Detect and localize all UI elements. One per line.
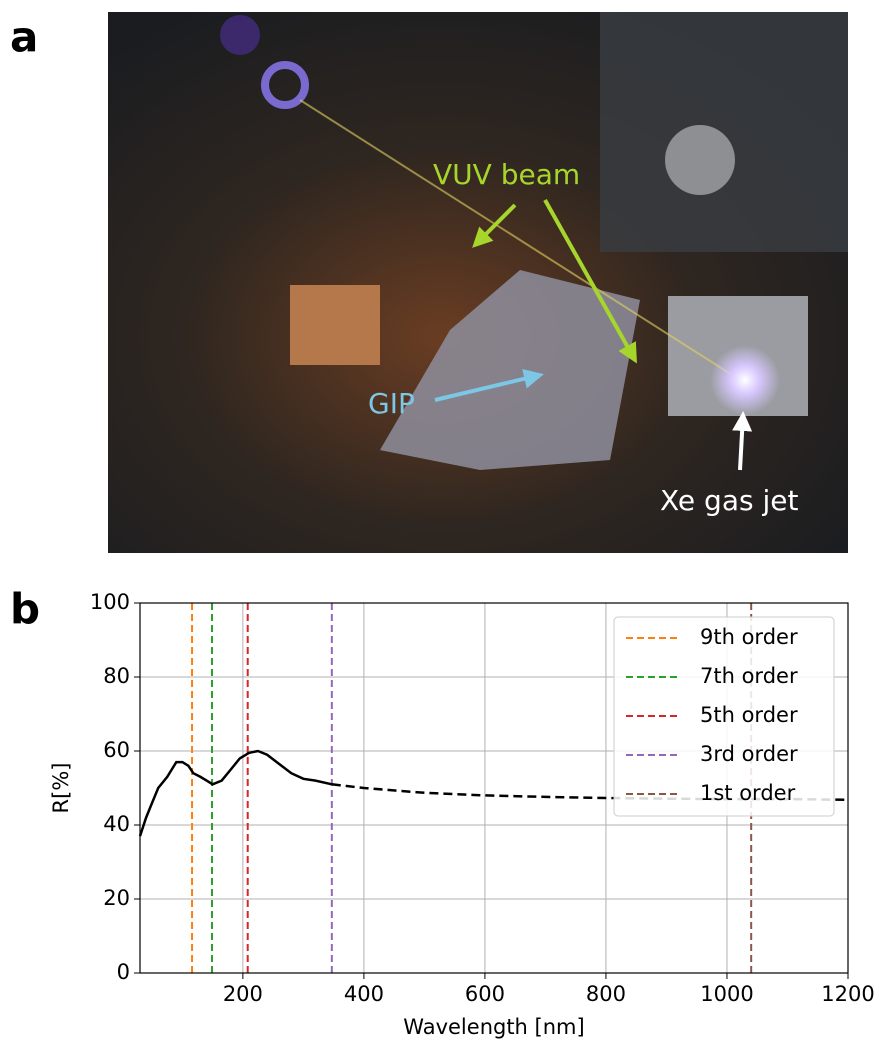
legend-label: 7th order bbox=[700, 664, 798, 688]
x-tick-label: 600 bbox=[465, 982, 505, 1006]
legend-label: 3rd order bbox=[700, 742, 798, 766]
panel-label: b bbox=[10, 585, 40, 634]
x-tick-label: 1200 bbox=[821, 982, 874, 1006]
x-tick-label: 200 bbox=[223, 982, 263, 1006]
photo: VUV beam GIP Xe gas jet bbox=[108, 12, 848, 553]
y-tick-label: 60 bbox=[103, 738, 130, 762]
y-tick-label: 40 bbox=[103, 812, 130, 836]
x-tick-label: 800 bbox=[586, 982, 626, 1006]
legend-label: 9th order bbox=[700, 625, 798, 649]
plot-frame bbox=[139, 602, 849, 974]
legend-label: 5th order bbox=[700, 703, 798, 727]
annotation: VUV beam bbox=[433, 158, 580, 191]
annotation: GIP bbox=[368, 387, 415, 420]
legend-label: 1st order bbox=[700, 781, 796, 805]
x-tick-label: 400 bbox=[344, 982, 384, 1006]
y-tick-label: 80 bbox=[103, 664, 130, 688]
y-axis-label: R[%] bbox=[49, 763, 73, 814]
y-tick-label: 0 bbox=[117, 960, 130, 984]
panel-label: a bbox=[10, 13, 38, 62]
legend-box bbox=[613, 616, 835, 817]
annotation: Xe gas jet bbox=[660, 484, 798, 517]
line-series bbox=[138, 749, 333, 837]
y-tick-label: 100 bbox=[90, 590, 130, 614]
y-tick-label: 20 bbox=[103, 886, 130, 910]
x-axis-label: Wavelength [nm] bbox=[403, 1015, 584, 1039]
x-tick-label: 1000 bbox=[700, 982, 753, 1006]
